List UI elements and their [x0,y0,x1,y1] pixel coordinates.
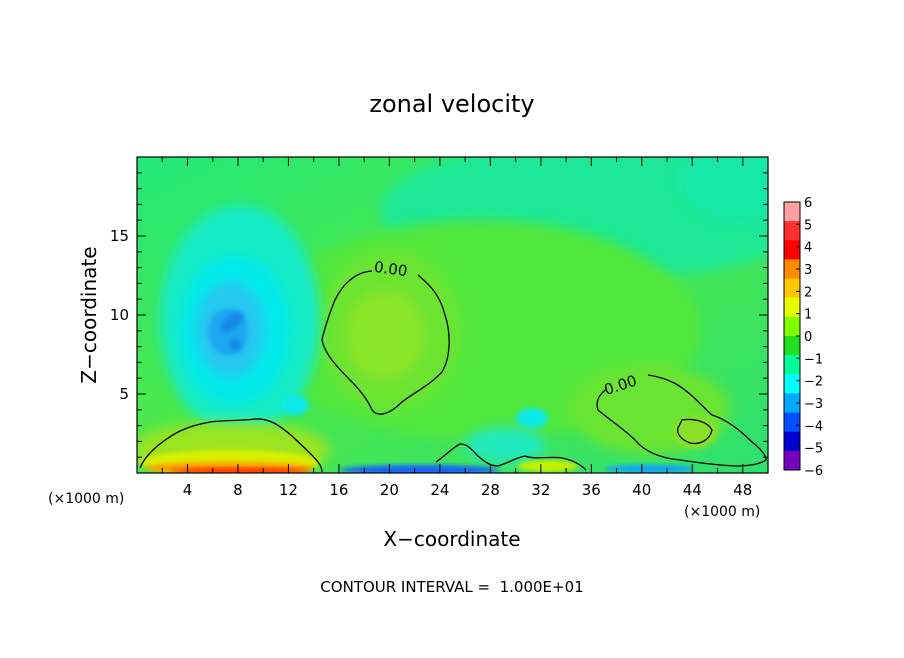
colorbar-label: 1 [804,308,812,323]
x-axis-label: X−coordinate [383,527,520,551]
colorbar-swatch [784,412,800,433]
colorbar-label: 4 [804,241,812,256]
colorbar-label: −5 [804,442,823,457]
contour-interval-note: CONTOUR INTERVAL = 1.000E+01 [320,578,583,596]
x-tick-label: 36 [582,481,601,499]
x-tick-label: 4 [183,481,193,499]
contour-right-cell [596,374,767,467]
contour-surface-left [139,418,323,473]
colorbar-label: 6 [804,196,812,211]
colorbar-label: 0 [804,330,812,345]
colorbar-swatch [784,431,800,452]
x-axis-ticks: 4 8 12 16 20 24 28 32 36 40 44 48 [161,157,752,499]
colorbar-swatch [784,221,800,241]
x-tick-label: 32 [531,481,550,499]
colorbar-swatch [784,278,800,299]
x-left-unit: (×1000 m) [48,491,124,507]
contour-central-cell [321,270,450,415]
x-tick-label: 28 [481,481,500,499]
x-tick-label: 8 [233,481,243,499]
colorbar-label: −4 [804,419,823,434]
colorbar-label: −6 [804,464,823,479]
x-right-unit: (×1000 m) [684,504,760,520]
x-tick-label: 16 [329,481,348,499]
colorbar: 6 5 4 3 2 1 0 −1 −2 −3 −4 −5 −6 [783,196,823,479]
x-tick-label: 44 [683,481,702,499]
y-tick-label: 10 [110,306,129,324]
colorbar-label: −1 [804,352,823,367]
y-axis-label: Z−coordinate [77,246,101,383]
y-tick-label: 15 [110,227,129,245]
contour-lines [139,270,767,473]
x-tick-label: 48 [733,481,752,499]
colorbar-swatch [784,355,800,375]
x-tick-label: 20 [380,481,399,499]
y-tick-label: 5 [119,385,129,403]
colorbar-swatch [784,259,800,279]
colorbar-swatch [784,240,800,260]
x-tick-label: 40 [632,481,651,499]
velocity-field [137,157,768,473]
colorbar-swatch [784,202,800,222]
colorbar-swatch [784,336,800,356]
colorbar-swatch [784,393,800,413]
colorbar-swatch [784,450,800,471]
colorbar-label: 3 [804,263,812,278]
x-tick-label: 24 [430,481,449,499]
colorbar-swatch [784,374,800,394]
colorbar-label: 2 [804,285,812,300]
colorbar-label: 5 [804,218,812,233]
contour-label-central: 0.00 [373,258,409,280]
colorbar-label: −3 [804,397,823,412]
chart-title: zonal velocity [369,90,534,118]
x-tick-label: 12 [279,481,298,499]
colorbar-swatch [784,316,800,337]
colorbar-swatch [784,297,800,318]
colorbar-label: −2 [804,375,823,390]
y-axis-ticks: 5 10 15 [110,172,768,458]
contour-right-inner [676,418,713,445]
contour-surface-mid [435,443,587,471]
